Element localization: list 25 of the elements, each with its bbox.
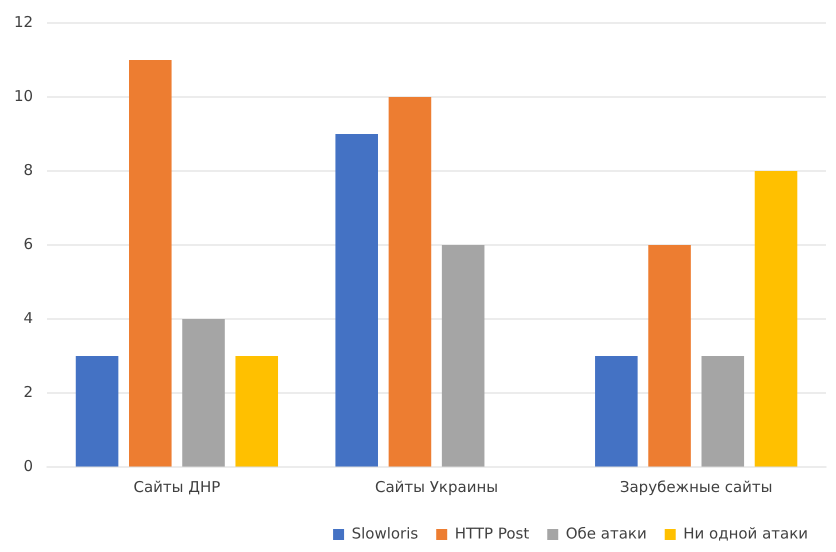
- bar: [235, 356, 278, 466]
- x-tick-label: Сайты ДНР: [134, 478, 220, 496]
- y-tick-label: 0: [24, 456, 34, 475]
- bar: [442, 245, 484, 466]
- y-tick-label: 8: [24, 160, 34, 179]
- bar: [648, 245, 691, 466]
- y-tick-label: 4: [24, 308, 34, 327]
- bar: [335, 134, 378, 466]
- legend-label: Обе атаки: [566, 524, 647, 542]
- bar: [702, 356, 744, 466]
- x-tick-label: Зарубежные сайты: [620, 478, 772, 496]
- legend-label: Ни одной атаки: [683, 524, 808, 542]
- legend-label: HTTP Post: [454, 524, 530, 542]
- bar: [754, 171, 798, 466]
- x-tick-label: Сайты Украины: [375, 478, 498, 496]
- y-tick-label: 6: [24, 234, 34, 253]
- bar: [595, 356, 638, 466]
- bar: [388, 97, 432, 466]
- bar: [129, 60, 172, 466]
- y-tick-label: 2: [24, 382, 34, 401]
- legend-label: Slowloris: [352, 524, 418, 542]
- y-tick-label: 12: [14, 12, 34, 31]
- bar: [76, 356, 118, 466]
- bar: [182, 319, 225, 466]
- y-tick-label: 10: [14, 86, 34, 105]
